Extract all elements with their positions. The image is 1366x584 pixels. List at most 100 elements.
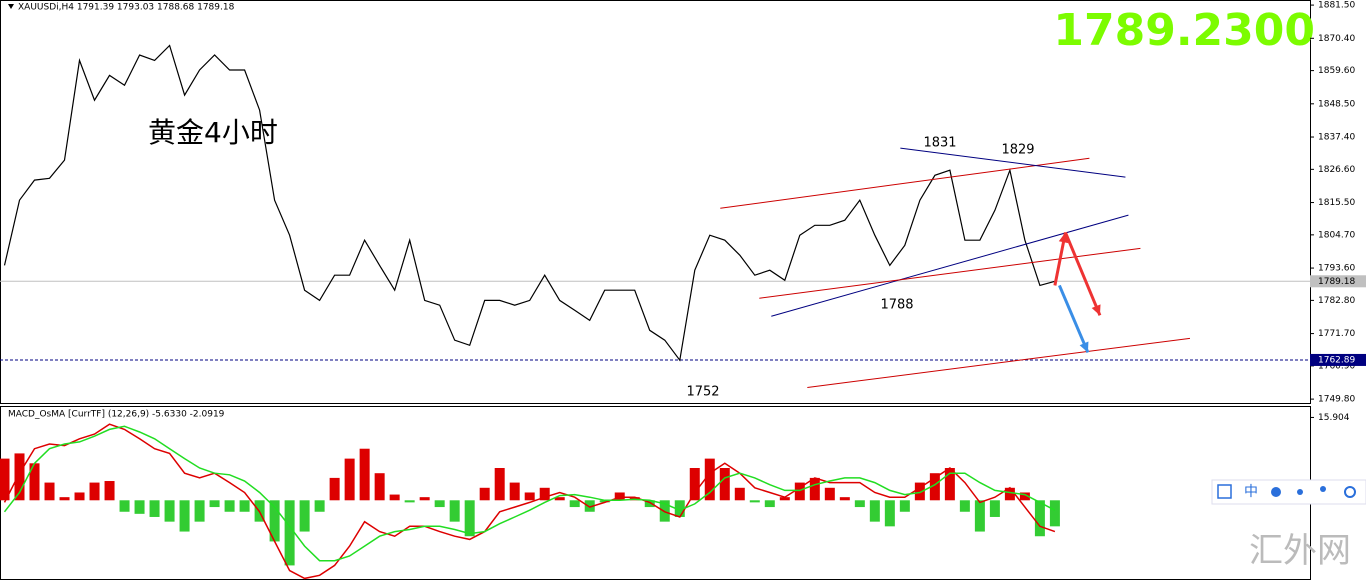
- histogram-bar: [1004, 487, 1015, 501]
- histogram-bar: [29, 463, 40, 501]
- histogram-bar: [209, 500, 220, 508]
- histogram-bar: [404, 500, 415, 503]
- histogram-bar: [764, 500, 775, 508]
- histogram-bar: [179, 500, 190, 532]
- toolbar: 中: [1211, 479, 1366, 505]
- histogram-bar: [119, 500, 130, 512]
- histogram-bar: [509, 482, 520, 501]
- histogram-bar: [884, 500, 895, 527]
- toolbar-frame: [1211, 479, 1366, 505]
- histogram-bar: [914, 482, 925, 501]
- histogram-bar: [809, 477, 820, 501]
- histogram-bar: [1034, 500, 1045, 537]
- histogram-bar: [929, 473, 940, 501]
- histogram-bar: [794, 482, 805, 501]
- histogram-bar: [464, 500, 475, 537]
- histogram-bar: [479, 487, 490, 501]
- annotation: 1831: [923, 136, 956, 151]
- histogram-bar: [569, 500, 580, 508]
- toolbar-icon[interactable]: [1217, 484, 1232, 499]
- macd-line: [3, 423, 1056, 580]
- macd-title: MACD_OsMA [CurrTF] (12,26,9) -5.6330 -2.…: [8, 410, 225, 420]
- histogram-bar: [299, 500, 310, 532]
- histogram-bar: [269, 500, 280, 542]
- histogram-bar: [14, 453, 25, 501]
- y-tick-label: 1881.50: [1318, 1, 1355, 11]
- histogram-bar: [149, 500, 160, 517]
- current-price-tag: [1310, 275, 1366, 288]
- arrow: [1064, 231, 1102, 316]
- price-display: 1789.2300: [1053, 5, 1315, 56]
- histogram-bar: [614, 492, 625, 501]
- histogram-bar: [374, 473, 385, 501]
- collapse-icon[interactable]: [8, 4, 14, 9]
- macd-line: [3, 425, 1056, 562]
- histogram-bar: [239, 500, 250, 512]
- histogram-bar: [434, 500, 445, 508]
- current-price-label: 1789.18: [1318, 277, 1355, 287]
- histogram-bar: [704, 458, 715, 501]
- price-line: [3, 44, 1056, 362]
- y-tick-label: 1793.60: [1318, 264, 1355, 274]
- histogram-bar: [959, 500, 970, 512]
- histogram-bar: [584, 500, 595, 512]
- y-tick-label: 1859.60: [1318, 66, 1355, 76]
- histogram-bar: [329, 477, 340, 501]
- histogram-bar: [719, 467, 730, 501]
- histogram-bar: [974, 500, 985, 532]
- histogram-bar: [0, 458, 10, 501]
- histogram-bar: [539, 487, 550, 501]
- y-tick-label: 1771.70: [1318, 329, 1355, 339]
- y-tick-label: 1760.90: [1318, 361, 1355, 371]
- histogram-bar: [194, 500, 205, 522]
- y-tick-label: 1815.50: [1318, 198, 1355, 208]
- y-tick-label: 1749.80: [1318, 395, 1355, 405]
- toolbar-icon[interactable]: [1320, 486, 1326, 492]
- trendline: [771, 214, 1129, 317]
- toolbar-icon[interactable]: [1344, 486, 1356, 498]
- histogram-bar: [749, 500, 760, 503]
- histogram-bar: [689, 467, 700, 501]
- histogram-bar: [779, 497, 790, 501]
- y-tick-label: 1826.60: [1318, 165, 1355, 175]
- histogram-bar: [1049, 500, 1060, 527]
- watermark: 汇外网: [1249, 531, 1351, 571]
- histogram-bar: [164, 500, 175, 522]
- histogram-bar: [284, 500, 295, 566]
- histogram-bar: [989, 500, 1000, 517]
- annotation: 1829: [1001, 143, 1034, 158]
- histogram-bar: [674, 500, 685, 517]
- level-tag: [1310, 353, 1366, 366]
- header: XAUUSDi,H4 1791.39 1793.03 1788.68 1789.…: [18, 3, 235, 13]
- histogram-bar: [74, 492, 85, 501]
- y-tick-label: 1804.70: [1318, 230, 1355, 240]
- y-tick-label: 1870.40: [1318, 34, 1355, 44]
- histogram-bar: [899, 500, 910, 512]
- annotation: 1788: [880, 298, 913, 313]
- histogram-bar: [869, 500, 880, 522]
- annotation: 1752: [686, 385, 719, 400]
- histogram-bar: [89, 482, 100, 501]
- histogram-bar: [224, 500, 235, 512]
- histogram-bar: [824, 487, 835, 501]
- histogram-bar: [104, 481, 115, 501]
- histogram-bar: [494, 467, 505, 501]
- histogram-bar: [554, 497, 565, 501]
- trendline: [900, 147, 1126, 178]
- toolbar-icon[interactable]: [1271, 487, 1281, 497]
- histogram-bar: [389, 494, 400, 501]
- toolbar-lang[interactable]: 中: [1244, 484, 1258, 500]
- toolbar-icon[interactable]: [1297, 489, 1303, 495]
- histogram-bar: [59, 497, 70, 501]
- histogram-bar: [524, 492, 535, 501]
- histogram-bar: [449, 500, 460, 522]
- y-tick-label: 15.904: [1318, 413, 1350, 423]
- trendline: [720, 157, 1090, 209]
- arrow: [1058, 284, 1090, 354]
- y-tick-label: 1848.50: [1318, 99, 1355, 109]
- histogram-bar: [839, 497, 850, 501]
- chart-caption: 黄金4小时: [148, 116, 278, 149]
- y-tick-label: 1782.80: [1318, 296, 1355, 306]
